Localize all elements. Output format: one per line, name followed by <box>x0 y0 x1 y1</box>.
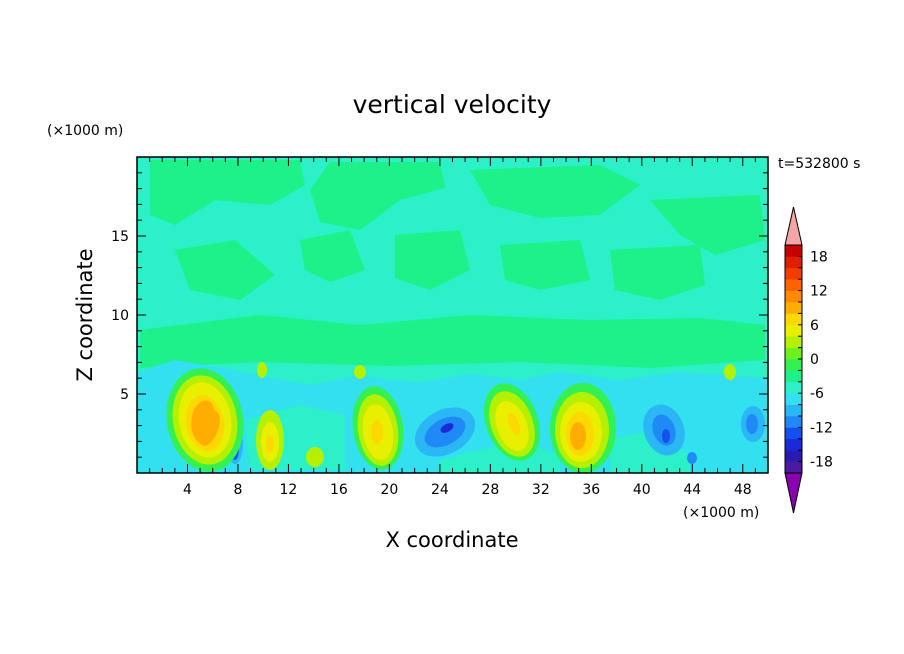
contour-patch <box>140 315 765 368</box>
updraft-cell <box>507 412 521 436</box>
colorbar-tick-label: -12 <box>810 420 833 436</box>
downdraft-cell <box>137 412 163 468</box>
colorbar-swatch <box>785 245 802 257</box>
colorbar-swatch <box>785 313 802 326</box>
colorbar-swatch <box>785 416 802 428</box>
colorbar-swatch <box>785 324 802 337</box>
y-tick-label: 5 <box>120 387 129 403</box>
colorbar-tick-label: 18 <box>810 249 828 265</box>
axis-ticks <box>137 157 768 473</box>
colorbar-tick-label: 12 <box>810 284 828 300</box>
contour-patch <box>610 430 690 473</box>
colorbar-swatch <box>785 290 802 303</box>
x-tick-label: 44 <box>683 482 701 498</box>
colorbar-swatch <box>785 450 802 462</box>
contour-patch <box>150 160 305 225</box>
colorbar-tick-label: 0 <box>810 352 819 368</box>
updraft-cell <box>371 420 383 444</box>
colorbar-swatch <box>785 267 802 280</box>
colorbar-tick-label: -6 <box>810 386 824 402</box>
colorbar-swatch <box>785 359 802 371</box>
colorbar-swatch <box>785 381 802 394</box>
y-tick-label: 10 <box>111 308 129 324</box>
updraft-cell <box>724 364 736 380</box>
updraft-cell <box>570 422 586 450</box>
contour-patch <box>610 245 705 300</box>
downdraft-cell <box>687 452 697 464</box>
y-tick-label: 15 <box>111 229 129 245</box>
contour-patch <box>300 230 365 282</box>
x-axis-label: X coordinate <box>385 528 518 552</box>
contour-patch <box>310 162 445 230</box>
x-tick-label: 8 <box>233 482 242 498</box>
colorbar-swatch <box>785 404 802 417</box>
contour-fill-layer <box>137 160 768 473</box>
contour-patch <box>500 240 590 290</box>
y-unit-label: (×1000 m) <box>47 123 123 139</box>
colorbar-swatch <box>785 302 802 314</box>
x-tick-label: 24 <box>431 482 449 498</box>
x-tick-label: 28 <box>481 482 499 498</box>
colorbar-tick-label: -18 <box>810 455 833 471</box>
colorbar-swatch <box>785 336 802 348</box>
updraft-cell <box>257 362 267 378</box>
chart-title: vertical velocity <box>353 90 552 119</box>
x-tick-label: 4 <box>183 482 192 498</box>
colorbar-over-triangle <box>784 206 803 246</box>
plot-area <box>136 156 769 474</box>
contour-patch <box>470 165 640 218</box>
colorbar-swatch <box>785 461 802 474</box>
contour-patch <box>175 240 275 300</box>
x-tick-label: 20 <box>380 482 398 498</box>
contour-patch <box>395 230 470 290</box>
x-unit-label: (×1000 m) <box>683 505 759 521</box>
downdraft-cell <box>746 414 758 434</box>
colorbar-swatch <box>785 427 802 440</box>
colorbar-swatch <box>785 370 802 383</box>
downdraft-cell <box>440 423 454 433</box>
x-tick-label: 32 <box>532 482 550 498</box>
x-tick-label: 40 <box>633 482 651 498</box>
updraft-cell <box>266 435 274 453</box>
colorbar-tick-label: 6 <box>810 318 819 334</box>
x-tick-label: 12 <box>280 482 298 498</box>
colorbar-swatch <box>785 347 802 360</box>
colorbar-under-triangle <box>784 472 803 514</box>
x-tick-label: 36 <box>582 482 600 498</box>
colorbar-swatch <box>785 438 802 451</box>
updraft-cell <box>306 447 324 467</box>
colorbar-swatch <box>785 256 802 269</box>
colorbar-swatch <box>785 393 802 405</box>
colorbar <box>784 206 803 514</box>
x-tick-label: 16 <box>330 482 348 498</box>
contour-patch <box>650 195 765 255</box>
colorbar-swatch <box>785 279 802 291</box>
x-tick-labels: 4 8 12 16 20 24 28 32 36 40 44 48 <box>183 482 752 498</box>
updraft-cell <box>354 365 366 379</box>
x-tick-label: 48 <box>734 482 752 498</box>
time-label: t=532800 s <box>778 156 860 172</box>
colorbar-labels: 18 12 6 0 -6 -12 -18 <box>810 249 833 470</box>
updraft-cell <box>191 400 220 446</box>
y-tick-labels: 5 10 15 <box>111 229 129 403</box>
y-axis-label: Z coordinate <box>73 248 97 381</box>
downdraft-cell <box>662 429 670 443</box>
